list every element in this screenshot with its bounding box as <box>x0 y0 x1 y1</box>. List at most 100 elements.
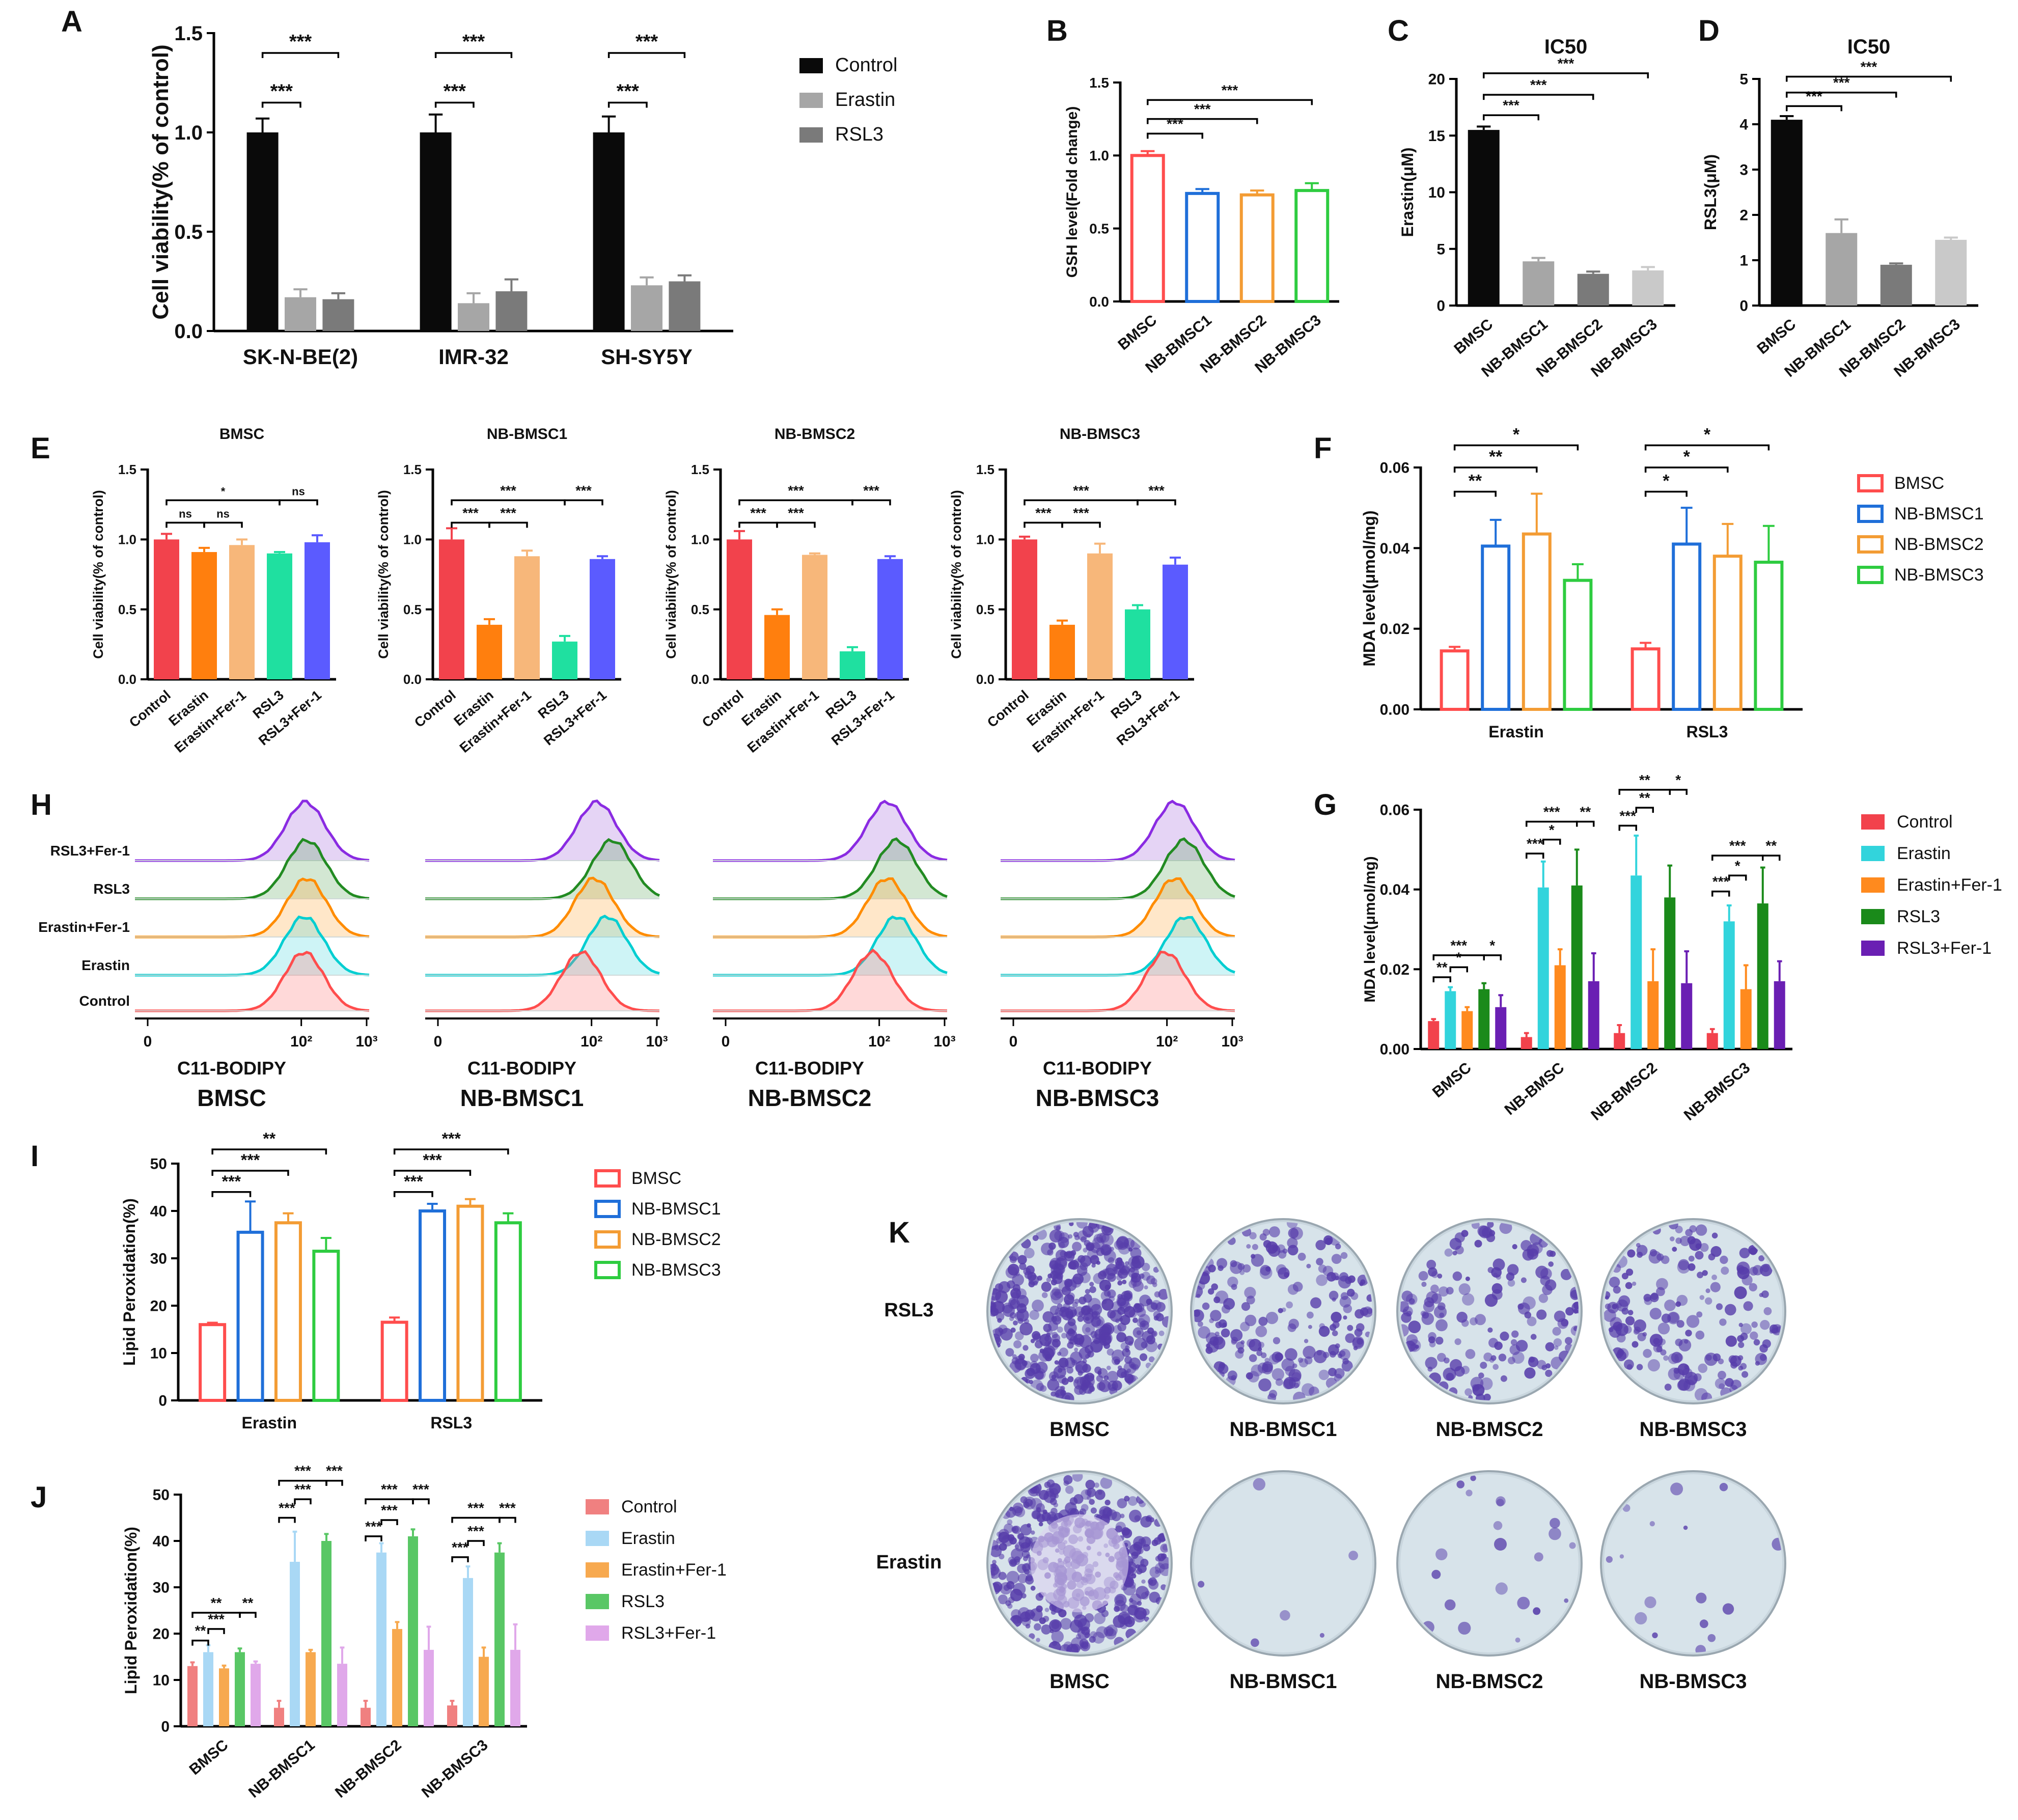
y-tick-label: 1.0 <box>976 532 994 547</box>
colony <box>1287 1284 1298 1295</box>
significance-label: ** <box>1580 804 1591 820</box>
bar-erastin-fer-1 <box>1461 1011 1473 1049</box>
bar-rsl3 <box>840 651 865 679</box>
colony <box>1006 1570 1019 1584</box>
colony <box>1218 1364 1229 1374</box>
colony <box>1444 1599 1456 1611</box>
colony <box>1304 1339 1309 1343</box>
y-tick-label: 0.5 <box>403 602 422 617</box>
legend-entry: Control <box>621 1497 677 1516</box>
colony <box>1091 1263 1096 1268</box>
y-tick-label: 2 <box>1739 207 1748 224</box>
colony <box>1130 1275 1142 1287</box>
significance-label: *** <box>1450 937 1467 953</box>
significance-label: *** <box>617 81 640 102</box>
colony <box>1438 1286 1449 1297</box>
colony <box>1740 1333 1748 1340</box>
colony <box>1565 1337 1572 1345</box>
colony <box>1019 1322 1033 1336</box>
colony <box>998 1325 1008 1334</box>
culture-dish <box>1190 1470 1376 1657</box>
colony <box>1149 1566 1161 1578</box>
colony <box>1275 1378 1283 1386</box>
culture-dish <box>1600 1470 1786 1657</box>
y-axis-label: Cell viability(% of control) <box>949 490 964 659</box>
bar-nb-bmsc1 <box>1185 191 1220 303</box>
colony <box>1082 1364 1091 1373</box>
bar-nb-bmsc1 <box>236 1230 264 1402</box>
colony <box>1421 1312 1434 1325</box>
colony <box>1013 1320 1018 1326</box>
significance-label: *** <box>1503 97 1519 113</box>
colony <box>1012 1354 1017 1359</box>
colony <box>1044 1608 1049 1612</box>
colony <box>1664 1384 1672 1391</box>
colony <box>1052 1267 1063 1279</box>
significance-label: ** <box>242 1595 254 1611</box>
bar-nb-bmsc1 <box>1826 233 1858 306</box>
colony <box>1494 1341 1503 1350</box>
y-tick-label: 40 <box>150 1203 167 1220</box>
colony <box>1750 1331 1758 1340</box>
colony <box>1072 1302 1078 1308</box>
significance-label: *** <box>750 505 766 520</box>
colony <box>1005 1348 1014 1357</box>
colony <box>1049 1619 1062 1632</box>
colony <box>1085 1345 1094 1354</box>
legend-entry: Control <box>1897 812 1953 832</box>
colony <box>1097 1490 1102 1495</box>
legend-entry: Erastin+Fer-1 <box>621 1560 727 1580</box>
bar-nb-bmsc2 <box>1577 273 1609 306</box>
bar-bmsc <box>1130 154 1165 303</box>
legend-entry: NB-BMSC2 <box>631 1230 721 1249</box>
colony <box>1139 1273 1145 1279</box>
colony <box>1428 1267 1438 1277</box>
colony <box>1155 1302 1166 1312</box>
colony <box>1334 1368 1345 1378</box>
y-tick-label: 0.5 <box>691 602 709 617</box>
histogram-row-label: RSL3+Fer-1 <box>50 843 130 859</box>
colony <box>1036 1514 1045 1523</box>
colony <box>1116 1274 1123 1281</box>
histogram-tick-label: 0 <box>144 1033 152 1050</box>
colony <box>1557 1318 1568 1329</box>
colony <box>1124 1356 1132 1364</box>
bar-rsl3-fer-1 <box>1163 564 1188 679</box>
colony <box>1116 1236 1129 1250</box>
bar-erastin-fer-1 <box>392 1629 402 1726</box>
colony <box>1511 1330 1519 1338</box>
significance-label: *** <box>294 1463 311 1479</box>
significance-label: *** <box>1222 82 1238 98</box>
colony <box>1104 1284 1111 1290</box>
significance-bracket <box>776 521 816 528</box>
colony <box>1053 1502 1059 1508</box>
bar-erastin <box>764 615 790 679</box>
colony <box>1648 1251 1662 1264</box>
colony <box>996 1531 1002 1537</box>
colony <box>1074 1235 1080 1240</box>
colony <box>1437 1353 1446 1362</box>
bar-nb-bmsc2 <box>1239 193 1275 303</box>
significance-bracket <box>1542 839 1561 845</box>
colony <box>1206 1343 1211 1348</box>
histogram-fill <box>135 952 369 1011</box>
histogram-tick-label: 0 <box>722 1033 730 1050</box>
colony <box>1612 1304 1618 1309</box>
colony <box>1131 1255 1145 1269</box>
significance-bracket <box>1024 521 1063 528</box>
colony <box>1515 1637 1521 1643</box>
colony <box>1273 1337 1281 1344</box>
significance-bracket <box>1137 499 1176 506</box>
colony <box>1249 1232 1257 1239</box>
colony <box>1085 1327 1091 1333</box>
colony <box>1042 1311 1054 1323</box>
colony <box>1237 1347 1245 1354</box>
legend-entry: NB-BMSC1 <box>1894 504 1984 523</box>
colony <box>1129 1509 1142 1523</box>
significance-bracket <box>165 499 281 506</box>
colony <box>1478 1372 1484 1378</box>
colony <box>1521 1277 1527 1283</box>
y-tick-label: 50 <box>153 1487 170 1504</box>
colony <box>1343 1315 1347 1320</box>
colony <box>1347 1325 1353 1331</box>
